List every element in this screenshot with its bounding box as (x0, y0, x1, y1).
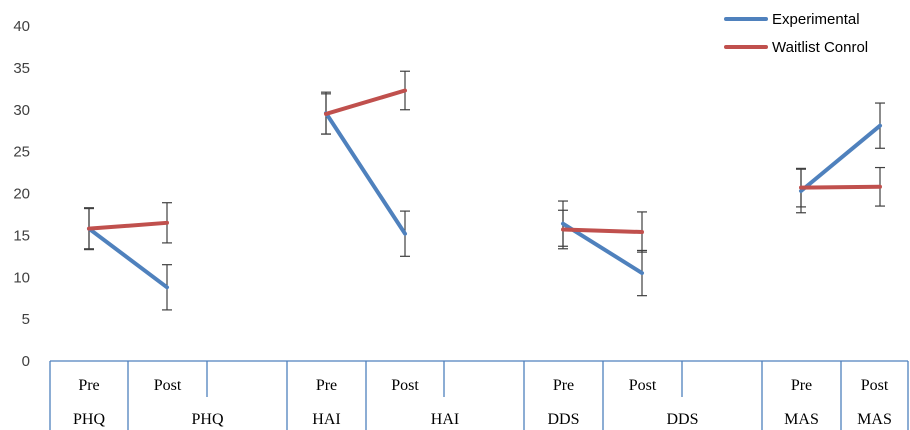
series-line-waitlist-conrol (324, 88, 407, 116)
x-measure-label: MAS (784, 411, 819, 428)
y-tick-label: 30 (13, 102, 30, 119)
y-axis: 0 5 10 15 20 25 30 35 40 (13, 18, 30, 370)
y-tick-label: 35 (13, 60, 30, 77)
x-measure-label: DDS (666, 411, 698, 428)
x-axis: Pre Post Pre Post Pre Post Pre Post PHQ PHQ HAI HAI… (49, 360, 909, 430)
legend-label: Waitlist Conrol (772, 39, 868, 56)
series-lines (87, 88, 882, 290)
y-tick-label: 5 (22, 311, 30, 328)
x-time-label: Pre (316, 377, 337, 394)
series-line-experimental (87, 226, 169, 290)
x-time-label: Pre (791, 377, 812, 394)
y-tick-label: 10 (13, 269, 30, 286)
y-tick-label: 20 (13, 186, 30, 203)
x-measure-label: PHQ (73, 411, 105, 428)
x-time-label: Post (861, 377, 889, 394)
series-line-experimental (324, 111, 407, 236)
error-bars (84, 70, 885, 311)
x-measure-label: PHQ (191, 411, 223, 428)
y-tick-label: 25 (13, 144, 30, 161)
x-time-label: Post (154, 377, 182, 394)
x-time-label: Pre (553, 377, 574, 394)
legend-label: Experimental (772, 11, 860, 28)
y-tick-label: 15 (13, 227, 30, 244)
x-measure-label: HAI (312, 411, 340, 428)
series-line-waitlist-conrol (87, 220, 169, 231)
series-line-experimental (799, 123, 882, 193)
x-measure-label: DDS (547, 411, 579, 428)
x-measure-label: HAI (431, 411, 459, 428)
x-measure-label: MAS (857, 411, 892, 428)
x-time-label: Post (391, 377, 419, 394)
x-time-label: Post (629, 377, 657, 394)
y-tick-label: 40 (13, 18, 30, 35)
series-line-waitlist-conrol (561, 227, 644, 235)
series-line-waitlist-conrol (799, 184, 882, 190)
x-time-label: Pre (78, 377, 99, 394)
y-tick-label: 0 (22, 353, 30, 370)
legend: Experimental Waitlist Conrol (724, 11, 868, 56)
